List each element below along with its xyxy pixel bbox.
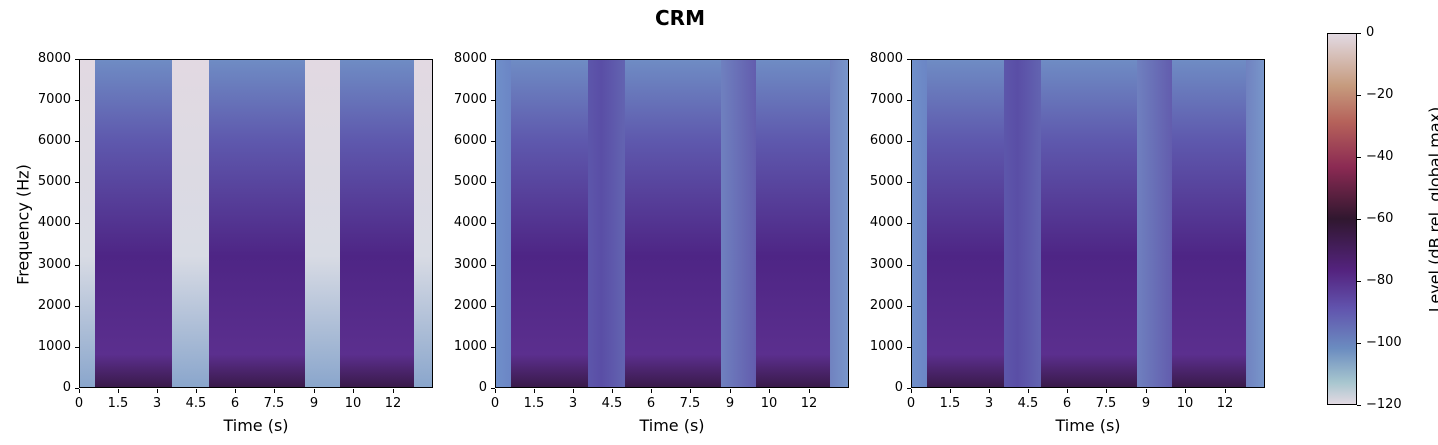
y-tick-label: 8000 xyxy=(447,51,495,66)
y-tick-label: 0 xyxy=(447,380,495,395)
colorbar-tick-label: −40 xyxy=(1356,149,1394,164)
y-tick-label: 0 xyxy=(31,380,79,395)
x-tick-label: 7.5 xyxy=(1091,389,1121,411)
speech-band xyxy=(625,60,721,387)
x-tick-label: 10 xyxy=(338,389,368,411)
y-tick-label: 4000 xyxy=(447,215,495,230)
y-tick-label: 4000 xyxy=(863,215,911,230)
x-axis-label: Time (s) xyxy=(639,416,705,435)
x-tick-label: 6 xyxy=(636,389,666,411)
x-axis-label: Time (s) xyxy=(1055,416,1121,435)
colorbar-tick-label: 0 xyxy=(1356,25,1375,40)
y-tick-label: 1000 xyxy=(863,339,911,354)
y-tick-label: 1000 xyxy=(31,339,79,354)
colorbar-tick-label: −20 xyxy=(1356,87,1394,102)
x-tick-label: 12 xyxy=(1210,389,1240,411)
y-tick-label: 5000 xyxy=(31,174,79,189)
x-tick-label: 6 xyxy=(1052,389,1082,411)
x-tick-label: 4.5 xyxy=(1013,389,1043,411)
panel-2 xyxy=(495,59,849,388)
speech-band xyxy=(94,60,173,387)
y-tick-label: 5000 xyxy=(863,174,911,189)
x-tick-label: 0 xyxy=(480,389,510,411)
panel-3 xyxy=(911,59,1265,388)
x-axis-label: Time (s) xyxy=(223,416,289,435)
x-tick-label: 7.5 xyxy=(675,389,705,411)
y-tick-label: 5000 xyxy=(447,174,495,189)
speech-band xyxy=(209,60,305,387)
x-tick-label: 1.5 xyxy=(935,389,965,411)
y-tick-label: 2000 xyxy=(863,298,911,313)
colorbar-tick-label: −100 xyxy=(1357,335,1402,350)
x-tick-label: 0 xyxy=(64,389,94,411)
speech-band xyxy=(339,60,415,387)
speech-band xyxy=(1171,60,1247,387)
y-tick-label: 1000 xyxy=(447,339,495,354)
x-tick-label: 12 xyxy=(378,389,408,411)
colorbar-tick-label: −120 xyxy=(1357,397,1402,412)
x-tick-label: 10 xyxy=(1170,389,1200,411)
x-tick-label: 4.5 xyxy=(597,389,627,411)
y-tick-label: 3000 xyxy=(863,257,911,272)
x-tick-label: 6 xyxy=(220,389,250,411)
speech-band xyxy=(926,60,1005,387)
x-tick-label: 1.5 xyxy=(103,389,133,411)
colorbar xyxy=(1327,33,1357,405)
x-tick-label: 12 xyxy=(794,389,824,411)
x-tick-label: 3 xyxy=(974,389,1004,411)
x-tick-label: 3 xyxy=(142,389,172,411)
x-tick-label: 10 xyxy=(754,389,784,411)
y-tick-label: 7000 xyxy=(863,92,911,107)
x-tick-label: 9 xyxy=(1131,389,1161,411)
y-tick-label: 3000 xyxy=(447,257,495,272)
speech-band xyxy=(755,60,831,387)
y-tick-label: 6000 xyxy=(31,133,79,148)
figure-title: CRM xyxy=(655,6,705,30)
y-tick-label: 0 xyxy=(863,380,911,395)
x-tick-label: 0 xyxy=(896,389,926,411)
y-tick-label: 2000 xyxy=(31,298,79,313)
y-tick-label: 7000 xyxy=(31,92,79,107)
y-tick-label: 6000 xyxy=(863,133,911,148)
x-tick-label: 7.5 xyxy=(259,389,289,411)
y-axis-label: Frequency (Hz) xyxy=(13,164,33,285)
x-tick-label: 9 xyxy=(715,389,745,411)
speech-band xyxy=(1041,60,1137,387)
y-tick-label: 7000 xyxy=(447,92,495,107)
y-tick-label: 6000 xyxy=(447,133,495,148)
colorbar-tick-label: −80 xyxy=(1356,273,1394,288)
colorbar-label: Level (dB rel. global max) xyxy=(1425,106,1438,313)
y-tick-label: 2000 xyxy=(447,298,495,313)
y-tick-label: 8000 xyxy=(863,51,911,66)
x-tick-label: 9 xyxy=(299,389,329,411)
y-tick-label: 8000 xyxy=(31,51,79,66)
panel-1 xyxy=(79,59,433,388)
colorbar-tick-label: −60 xyxy=(1356,211,1394,226)
x-tick-label: 1.5 xyxy=(519,389,549,411)
x-tick-label: 4.5 xyxy=(181,389,211,411)
y-tick-label: 4000 xyxy=(31,215,79,230)
y-tick-label: 3000 xyxy=(31,257,79,272)
x-tick-label: 3 xyxy=(558,389,588,411)
speech-band xyxy=(510,60,589,387)
